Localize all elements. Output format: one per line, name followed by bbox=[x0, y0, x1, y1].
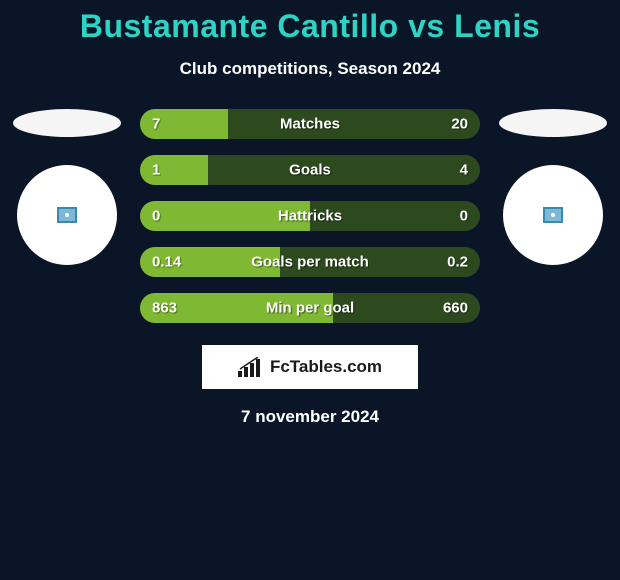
logo-text: FcTables.com bbox=[270, 357, 382, 377]
avatar-left bbox=[17, 165, 117, 265]
stat-left-value: 863 bbox=[152, 300, 177, 317]
avatar-placeholder-icon bbox=[57, 207, 77, 223]
stat-right-value: 20 bbox=[451, 116, 468, 133]
stat-bar: 1 Goals 4 bbox=[140, 155, 480, 185]
page-title: Bustamante Cantillo vs Lenis bbox=[0, 8, 620, 45]
stat-left-value: 7 bbox=[152, 116, 160, 133]
stat-right-value: 4 bbox=[460, 162, 468, 179]
flag-left-icon bbox=[13, 109, 121, 137]
stat-label: Min per goal bbox=[266, 300, 354, 317]
stat-bar: 0.14 Goals per match 0.2 bbox=[140, 247, 480, 277]
subtitle: Club competitions, Season 2024 bbox=[0, 59, 620, 79]
player-right-column bbox=[498, 109, 608, 265]
stat-label: Goals bbox=[289, 162, 331, 179]
stat-label: Hattricks bbox=[278, 208, 342, 225]
stat-left-value: 0 bbox=[152, 208, 160, 225]
stat-label: Matches bbox=[280, 116, 340, 133]
source-logo[interactable]: FcTables.com bbox=[202, 345, 418, 389]
stat-left-value: 0.14 bbox=[152, 254, 181, 271]
chart-icon bbox=[238, 357, 264, 377]
stat-label: Goals per match bbox=[251, 254, 369, 271]
stat-right-value: 660 bbox=[443, 300, 468, 317]
stat-bar: 0 Hattricks 0 bbox=[140, 201, 480, 231]
avatar-right bbox=[503, 165, 603, 265]
avatar-placeholder-icon bbox=[543, 207, 563, 223]
main-row: 7 Matches 20 1 Goals 4 0 Hattricks 0 0.14 Goals pe… bbox=[0, 109, 620, 323]
stat-left-value: 1 bbox=[152, 162, 160, 179]
flag-right-icon bbox=[499, 109, 607, 137]
stat-bar: 7 Matches 20 bbox=[140, 109, 480, 139]
stat-bar: 863 Min per goal 660 bbox=[140, 293, 480, 323]
stat-right-value: 0 bbox=[460, 208, 468, 225]
stat-right-value: 0.2 bbox=[447, 254, 468, 271]
comparison-widget: Bustamante Cantillo vs Lenis Club compet… bbox=[0, 0, 620, 427]
stat-fill bbox=[140, 155, 208, 185]
player-left-column bbox=[12, 109, 122, 265]
footer-date: 7 november 2024 bbox=[0, 407, 620, 427]
stats-column: 7 Matches 20 1 Goals 4 0 Hattricks 0 0.14 Goals pe… bbox=[140, 109, 480, 323]
